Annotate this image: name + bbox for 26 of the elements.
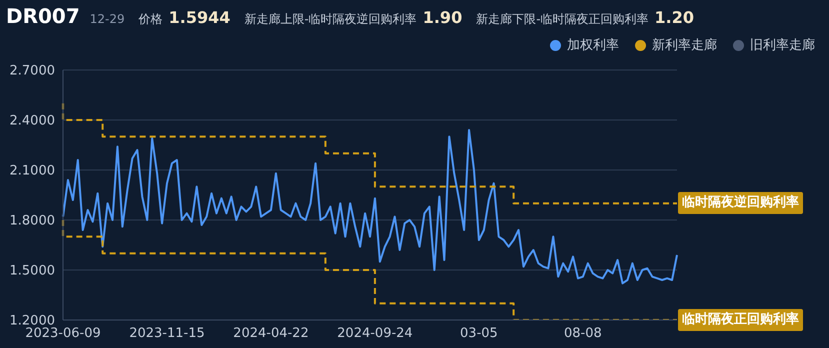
text: 新走廊上限-临时隔夜逆回购利率 (244, 11, 417, 28)
y-tick-label: 1.2000 (10, 314, 55, 329)
text: 12-29 (90, 12, 125, 26)
text: 1.90 (422, 8, 462, 27)
line-series (62, 129, 678, 284)
text: 新走廊下限-临时隔夜正回购利率 (476, 11, 649, 28)
legend-label: 加权利率 (566, 37, 619, 54)
x-tick-label: 2023-06-09 (25, 326, 101, 342)
text: 1.5944 (168, 8, 230, 27)
y-tick-label: 2.1000 (10, 164, 55, 179)
text: 临时隔夜正回购利率 (678, 309, 803, 331)
x-tick-label: 2023-11-15 (129, 326, 205, 342)
x-tick-label: 2024-09-24 (337, 326, 413, 342)
text: 临时隔夜逆回购利率 (678, 192, 803, 214)
y-tick-label: 2.7000 (10, 64, 55, 79)
text: 1.20 (654, 8, 694, 27)
x-tick-label: 03-05 (460, 326, 498, 342)
y-tick-label: 2.4000 (10, 114, 55, 129)
y-tick-label: 1.8000 (10, 214, 55, 229)
legend-label: 旧利率走廊 (749, 37, 815, 54)
x-tick-label: 08-08 (564, 326, 602, 342)
legend-label: 新利率走廊 (651, 37, 717, 54)
text: 价格 (138, 11, 163, 28)
chart-title: DR007 (6, 4, 80, 28)
y-tick-label: 1.5000 (10, 264, 55, 279)
x-tick-label: 2024-04-22 (233, 326, 309, 342)
